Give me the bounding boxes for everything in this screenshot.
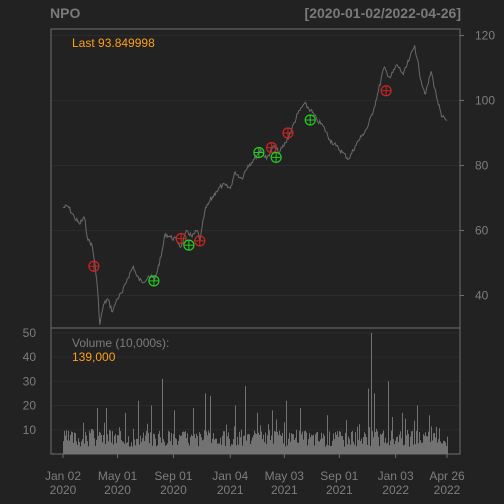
volume-tick-label: 50 xyxy=(23,326,37,340)
last-price-label: Last 93.849998 xyxy=(72,36,155,50)
price-tick-label: 60 xyxy=(475,224,489,238)
buy-signal-marker xyxy=(270,151,282,163)
price-panel-border xyxy=(50,28,461,329)
sell-signal-marker xyxy=(282,127,294,139)
sell-signal-marker xyxy=(194,235,206,247)
volume-bars xyxy=(63,332,448,454)
date-tick-year: 2021 xyxy=(326,483,353,497)
price-tick-label: 100 xyxy=(475,94,495,108)
volume-label: Volume (10,000s): xyxy=(72,336,169,350)
date-tick-label: Jan 02 xyxy=(45,469,81,483)
date-tick-year: 2021 xyxy=(217,483,244,497)
volume-tick-label: 20 xyxy=(23,399,37,413)
date-tick-label: Apr 26 xyxy=(429,469,465,483)
volume-tick-label: 10 xyxy=(23,423,37,437)
sell-signal-marker xyxy=(265,142,278,154)
price-grid xyxy=(52,35,459,296)
date-tick-year: 2022 xyxy=(382,483,409,497)
buy-signal-marker xyxy=(253,146,265,159)
date-tick-label: Sep 01 xyxy=(154,469,192,483)
date-tick-year: 2022 xyxy=(434,483,461,497)
date-tick-label: Jan 03 xyxy=(378,469,414,483)
price-axis-ticks: 40 60 80 100 120 xyxy=(460,29,495,303)
date-tick-label: May 03 xyxy=(265,469,305,483)
chart-symbol-title: NPO xyxy=(50,5,81,21)
sell-signal-marker xyxy=(88,260,100,272)
buy-signal-marker xyxy=(304,114,316,126)
date-tick-label: Sep 01 xyxy=(320,469,358,483)
volume-last-value: 139,000 xyxy=(72,350,116,364)
date-tick-year: 2020 xyxy=(104,483,131,497)
price-tick-label: 40 xyxy=(475,289,489,303)
buy-signal-marker xyxy=(183,239,195,251)
price-tick-label: 80 xyxy=(475,159,489,173)
buy-signal-marker xyxy=(148,275,160,287)
date-tick-year: 2021 xyxy=(271,483,298,497)
date-tick-year: 2020 xyxy=(50,483,77,497)
sell-signal-marker xyxy=(175,233,187,245)
date-tick-year: 2020 xyxy=(160,483,187,497)
volume-axis-ticks: 10 20 30 40 50 xyxy=(23,326,37,437)
sell-signal-marker xyxy=(380,85,392,97)
volume-tick-label: 40 xyxy=(23,350,37,364)
date-tick-label: Jan 04 xyxy=(212,469,248,483)
chart-date-range: [2020-01-02/2022-04-26] xyxy=(304,5,461,21)
date-tick-label: May 01 xyxy=(98,469,138,483)
price-line xyxy=(62,45,448,325)
volume-tick-label: 30 xyxy=(23,374,37,388)
price-tick-label: 120 xyxy=(475,29,495,43)
trade-signals xyxy=(88,85,392,287)
